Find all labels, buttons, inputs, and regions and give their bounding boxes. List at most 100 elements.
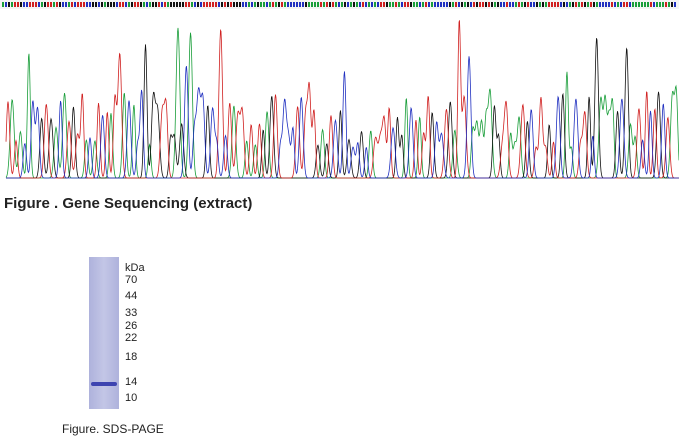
base-letter xyxy=(407,2,409,7)
base-letter xyxy=(488,2,490,7)
base-letter xyxy=(377,2,379,7)
base-letter xyxy=(32,2,34,7)
base-letter xyxy=(326,2,328,7)
base-letter xyxy=(155,2,157,7)
base-letter xyxy=(572,2,574,7)
gel-marker: 10 xyxy=(125,392,137,404)
gel-unit: kDa xyxy=(125,262,145,274)
base-letter xyxy=(599,2,601,7)
base-letter xyxy=(287,2,289,7)
base-letter xyxy=(668,2,670,7)
base-letter xyxy=(638,2,640,7)
base-letter xyxy=(500,2,502,7)
base-letter xyxy=(158,2,160,7)
base-letter xyxy=(230,2,232,7)
base-letter xyxy=(125,2,127,7)
base-letter xyxy=(179,2,181,7)
base-letter xyxy=(59,2,61,7)
base-letter xyxy=(374,2,376,7)
base-letter xyxy=(545,2,547,7)
base-letter xyxy=(404,2,406,7)
base-letter xyxy=(581,2,583,7)
base-letter xyxy=(620,2,622,7)
base-letter xyxy=(548,2,550,7)
base-letter xyxy=(167,2,169,7)
base-letter xyxy=(323,2,325,7)
base-letter xyxy=(656,2,658,7)
base-letter xyxy=(17,2,19,7)
base-letter xyxy=(209,2,211,7)
base-letter xyxy=(314,2,316,7)
base-letter xyxy=(416,2,418,7)
base-letter xyxy=(80,2,82,7)
base-letter xyxy=(122,2,124,7)
base-letter xyxy=(188,2,190,7)
base-letter xyxy=(641,2,643,7)
base-letter xyxy=(296,2,298,7)
base-letter xyxy=(239,2,241,7)
base-letter xyxy=(332,2,334,7)
base-letter xyxy=(131,2,133,7)
base-letter xyxy=(389,2,391,7)
base-letter xyxy=(245,2,247,7)
base-letter xyxy=(47,2,49,7)
base-letter xyxy=(305,2,307,7)
base-letter xyxy=(674,2,676,7)
base-letter xyxy=(320,2,322,7)
base-letter xyxy=(362,2,364,7)
base-letter xyxy=(479,2,481,7)
base-letter xyxy=(446,2,448,7)
base-letter xyxy=(347,2,349,7)
base-letter xyxy=(206,2,208,7)
base-letter xyxy=(632,2,634,7)
base-letter xyxy=(164,2,166,7)
base-letter xyxy=(401,2,403,7)
base-letter xyxy=(635,2,637,7)
caption: Figure . Gene Sequencing (extract) xyxy=(4,195,252,212)
base-letter xyxy=(23,2,25,7)
base-letter xyxy=(359,2,361,7)
base-letter xyxy=(650,2,652,7)
base-letter xyxy=(137,2,139,7)
gel-lane xyxy=(89,257,119,409)
base-letter xyxy=(539,2,541,7)
base-letter xyxy=(551,2,553,7)
caption: Figure. SDS-PAGE xyxy=(62,422,164,436)
base-letter xyxy=(524,2,526,7)
base-letter xyxy=(119,2,121,7)
base-letter xyxy=(176,2,178,7)
base-letter xyxy=(467,2,469,7)
base-letter xyxy=(341,2,343,7)
base-letter xyxy=(260,2,262,7)
base-letter xyxy=(71,2,73,7)
base-letter xyxy=(428,2,430,7)
base-letter xyxy=(611,2,613,7)
base-letter xyxy=(449,2,451,7)
base-letter xyxy=(395,2,397,7)
base-letter xyxy=(608,2,610,7)
base-letter xyxy=(431,2,433,7)
base-letter xyxy=(44,2,46,7)
base-letter xyxy=(653,2,655,7)
base-letter xyxy=(11,2,13,7)
base-letter xyxy=(398,2,400,7)
base-letter xyxy=(194,2,196,7)
base-letter xyxy=(662,2,664,7)
base-letter xyxy=(191,2,193,7)
base-letter xyxy=(497,2,499,7)
base-letter xyxy=(89,2,91,7)
base-letter xyxy=(476,2,478,7)
base-letter xyxy=(29,2,31,7)
base-letter xyxy=(485,2,487,7)
base-letter xyxy=(221,2,223,7)
base-letter xyxy=(254,2,256,7)
gel-marker: 70 xyxy=(125,274,137,286)
base-letter xyxy=(464,2,466,7)
base-letter xyxy=(560,2,562,7)
base-letter xyxy=(569,2,571,7)
base-letter xyxy=(356,2,358,7)
base-letter xyxy=(200,2,202,7)
base-letter xyxy=(554,2,556,7)
base-letter xyxy=(452,2,454,7)
base-letter xyxy=(236,2,238,7)
